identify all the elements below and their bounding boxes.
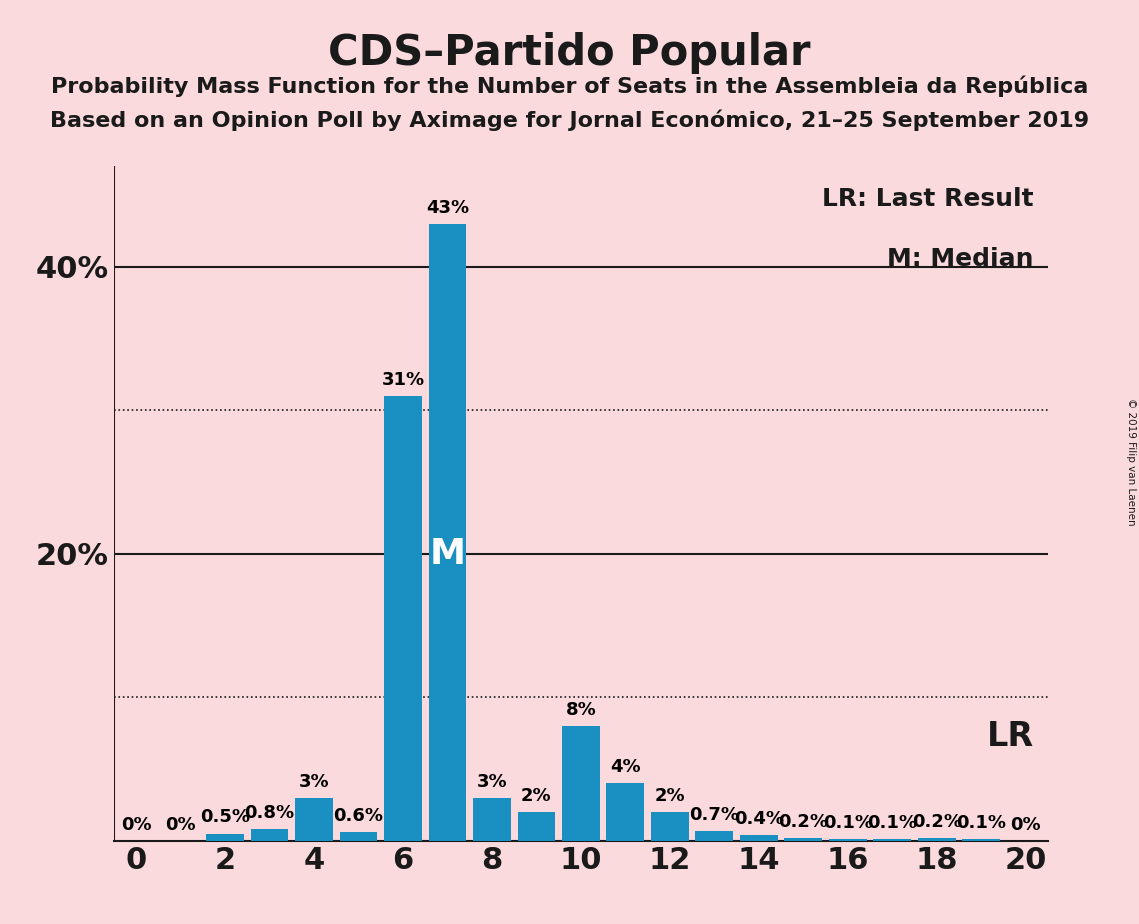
Text: 0.8%: 0.8% xyxy=(245,804,295,822)
Text: 0%: 0% xyxy=(121,816,151,833)
Text: 4%: 4% xyxy=(611,759,640,776)
Bar xyxy=(652,812,689,841)
Bar xyxy=(606,784,645,841)
Bar xyxy=(785,838,822,841)
Bar xyxy=(251,830,288,841)
Text: 0.2%: 0.2% xyxy=(911,813,961,831)
Text: 0.2%: 0.2% xyxy=(778,813,828,831)
Bar xyxy=(918,838,956,841)
Bar xyxy=(740,835,778,841)
Text: 2%: 2% xyxy=(522,787,551,805)
Bar xyxy=(295,797,333,841)
Text: 43%: 43% xyxy=(426,199,469,216)
Bar xyxy=(339,833,377,841)
Bar xyxy=(206,833,244,841)
Text: 0.1%: 0.1% xyxy=(822,814,872,833)
Text: 0.5%: 0.5% xyxy=(200,808,251,826)
Text: 8%: 8% xyxy=(566,700,596,719)
Text: LR: LR xyxy=(986,720,1034,753)
Text: Probability Mass Function for the Number of Seats in the Assembleia da República: Probability Mass Function for the Number… xyxy=(51,76,1088,97)
Text: 31%: 31% xyxy=(382,371,425,389)
Bar xyxy=(384,396,421,841)
Text: 0.7%: 0.7% xyxy=(689,806,739,823)
Text: 0.1%: 0.1% xyxy=(867,814,917,833)
Text: M: M xyxy=(429,537,466,571)
Text: 2%: 2% xyxy=(655,787,686,805)
Text: 0%: 0% xyxy=(1010,816,1041,833)
Text: 3%: 3% xyxy=(476,772,507,791)
Bar xyxy=(428,224,466,841)
Bar xyxy=(517,812,556,841)
Bar xyxy=(829,839,867,841)
Text: LR: Last Result: LR: Last Result xyxy=(822,187,1034,211)
Text: M: Median: M: Median xyxy=(887,248,1034,272)
Text: Based on an Opinion Poll by Aximage for Jornal Económico, 21–25 September 2019: Based on an Opinion Poll by Aximage for … xyxy=(50,109,1089,130)
Text: 3%: 3% xyxy=(298,772,329,791)
Text: 0.4%: 0.4% xyxy=(734,810,784,828)
Bar xyxy=(562,726,600,841)
Text: © 2019 Filip van Laenen: © 2019 Filip van Laenen xyxy=(1125,398,1136,526)
Bar xyxy=(874,839,911,841)
Text: 0.1%: 0.1% xyxy=(956,814,1006,833)
Text: CDS–Partido Popular: CDS–Partido Popular xyxy=(328,32,811,74)
Text: 0%: 0% xyxy=(165,816,196,833)
Text: 0.6%: 0.6% xyxy=(334,807,384,825)
Bar xyxy=(696,831,734,841)
Bar xyxy=(962,839,1000,841)
Bar xyxy=(473,797,511,841)
